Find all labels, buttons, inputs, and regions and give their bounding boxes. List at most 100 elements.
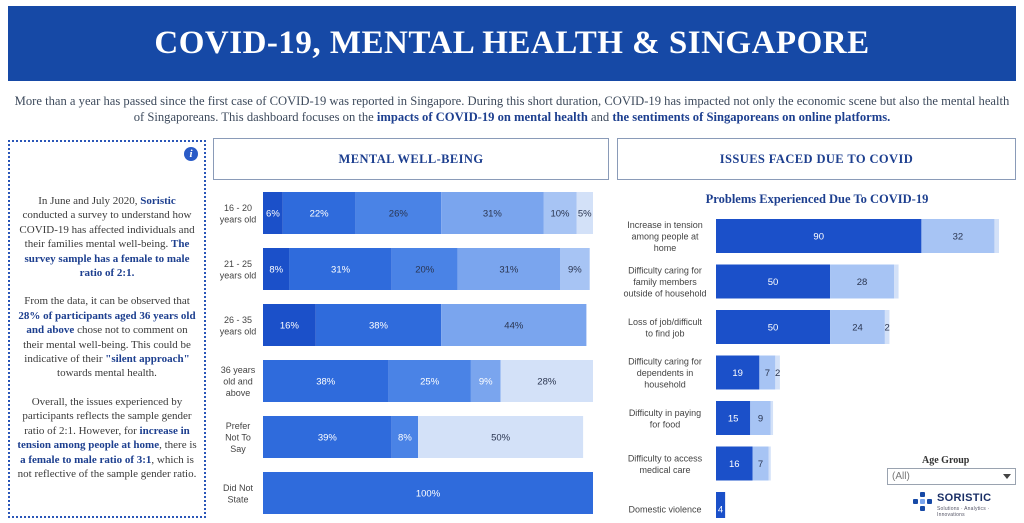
mental-wellbeing-header[interactable]: MENTAL WELL-BEING <box>213 138 609 180</box>
issue-label: to find job <box>645 328 684 338</box>
row-label: old and <box>223 377 253 387</box>
stacked-bar-segment <box>457 248 560 290</box>
age-group-value: (All) <box>892 471 910 482</box>
row-label: State <box>227 494 248 504</box>
issue-bar-segment <box>716 401 751 435</box>
age-group-dropdown[interactable]: (All) <box>887 468 1016 485</box>
issue-label: Loss of job/difficult <box>628 317 702 327</box>
issue-label: Difficulty to access <box>628 453 703 463</box>
issues-chart[interactable]: Problems Experienced Due To COVID-19 Incr… <box>617 186 1016 518</box>
issues-header[interactable]: ISSUES FACED DUE TO COVID <box>617 138 1016 180</box>
insight-bold: The survey sample has a female to male r… <box>24 238 190 280</box>
bar-data-label: 31% <box>331 265 351 276</box>
intro-bold1: impacts of COVID-19 on mental health <box>376 110 588 124</box>
insight-text: , which is not reflective of the sample … <box>17 453 197 480</box>
stacked-bar-segment <box>315 304 442 346</box>
row-label: years old <box>220 270 257 280</box>
issue-label: Difficulty caring for <box>628 266 702 276</box>
stacked-bar-segment <box>263 416 392 458</box>
issue-bar-segment <box>716 492 726 518</box>
issue-label: for food <box>650 419 681 429</box>
bar-data-label: 8% <box>398 433 412 444</box>
logo-tagline: Solutions · Analytics · Innovations <box>937 506 990 518</box>
stacked-bar-segment <box>263 248 290 290</box>
bar-data-label: 25% <box>420 377 440 388</box>
issue-bar-segment <box>775 355 780 390</box>
title-banner: COVID-19, MENTAL HEALTH & SINGAPORE <box>8 6 1016 81</box>
stacked-bar-segment <box>560 248 590 290</box>
soristic-logo: SORISTIC Solutions · Analytics · Innovat… <box>913 490 1013 518</box>
bar-data-label: 50% <box>491 433 511 444</box>
issue-label: dependents in <box>637 368 694 378</box>
stacked-bar-segment <box>391 248 458 290</box>
page-title: COVID-19, MENTAL HEALTH & SINGAPORE <box>154 25 870 61</box>
bar-data-label: 9% <box>568 265 582 276</box>
insight-text: conducted a survey to understand how COV… <box>19 209 195 251</box>
issue-data-label: 90 <box>813 232 824 243</box>
stacked-bar-segment <box>289 248 392 290</box>
stacked-bar-segment <box>441 192 544 234</box>
intro-bold2: the sentiments of Singaporeans on online… <box>612 110 891 124</box>
insight-bold: increase in tension among people at home <box>17 424 190 452</box>
issue-data-label: 7 <box>765 368 770 379</box>
bar-data-label: 6% <box>266 209 280 220</box>
stacked-bar-segment <box>263 304 316 346</box>
insight-text: Overall, the issues experienced by parti… <box>22 395 192 437</box>
bar-data-label: 31% <box>483 209 503 220</box>
info-icon[interactable]: i <box>184 147 198 161</box>
issue-data-label: 32 <box>953 232 964 243</box>
issue-bar-segment <box>994 219 999 253</box>
issue-data-label: 7 <box>758 459 763 470</box>
row-label: above <box>226 388 251 398</box>
bar-data-label: 31% <box>499 265 519 276</box>
bar-data-label: 10% <box>550 209 570 220</box>
issue-bar-segment <box>716 355 760 390</box>
insight-text: , there is <box>159 439 197 452</box>
bar-data-label: 20% <box>415 265 435 276</box>
issue-bar-segment <box>750 401 771 435</box>
issue-bar-segment <box>884 310 890 344</box>
issue-label: medical care <box>639 465 690 475</box>
issue-data-label: 50 <box>768 323 779 334</box>
issue-data-label: 2 <box>885 323 890 334</box>
insight-text: In June and July 2020, <box>38 195 141 207</box>
issue-data-label: 2 <box>775 368 780 379</box>
issue-bar-segment <box>770 401 774 435</box>
issue-bar-segment <box>716 310 831 344</box>
issue-label: among people at <box>631 232 699 242</box>
stacked-bar-segment <box>576 192 593 234</box>
issue-bar-segment <box>830 310 885 344</box>
logo-name: SORISTIC <box>937 492 992 504</box>
issue-label: Difficulty in paying <box>629 408 701 418</box>
stacked-bar-segment <box>470 360 501 402</box>
insights-panel: i In June and July 2020, Soristic conduc… <box>8 140 206 518</box>
issue-data-label: 15 <box>728 414 739 425</box>
insight-bold: 28% of participants aged 36 years old an… <box>18 309 196 337</box>
issue-data-label: 19 <box>732 368 743 379</box>
intro-text: More than a year has passed since the fi… <box>8 93 1016 125</box>
row-label: years old <box>220 326 257 336</box>
row-label: 36 years <box>221 365 256 375</box>
bar-data-label: 44% <box>504 321 524 332</box>
bar-data-label: 38% <box>316 377 336 388</box>
issue-bar-segment <box>830 264 895 299</box>
insight-text: From the data, it can be observed that <box>24 295 190 308</box>
stacked-bar-segment <box>418 416 584 458</box>
insight-text: chose not to comment on their mental wel… <box>23 324 191 366</box>
insight-text: towards mental health. <box>57 367 157 380</box>
issue-bar-segment <box>752 446 769 481</box>
bar-data-label: 100% <box>416 489 441 500</box>
issue-bar-segment <box>759 355 776 390</box>
issues-chart-title: Problems Experienced Due To COVID-19 <box>706 192 929 206</box>
stacked-bar-segment <box>263 360 389 402</box>
issue-label: family members <box>633 277 697 287</box>
insight-bold: "silent approach" <box>105 353 190 366</box>
issue-bar-segment <box>894 264 899 299</box>
bar-data-label: 38% <box>369 321 389 332</box>
logo-icon <box>913 492 933 512</box>
row-label: Did Not <box>223 483 254 493</box>
issue-bar-segment <box>921 219 995 253</box>
intro-part2: and <box>587 110 613 124</box>
issue-data-label: 16 <box>729 459 740 470</box>
